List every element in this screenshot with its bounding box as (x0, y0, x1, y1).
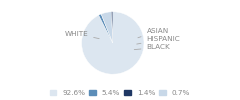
Text: BLACK: BLACK (134, 44, 170, 50)
Wedge shape (111, 12, 113, 43)
Wedge shape (99, 14, 113, 43)
Wedge shape (82, 12, 144, 74)
Text: HISPANIC: HISPANIC (137, 36, 180, 44)
Text: ASIAN: ASIAN (138, 28, 169, 38)
Text: WHITE: WHITE (64, 31, 99, 39)
Wedge shape (101, 12, 113, 43)
Legend: 92.6%, 5.4%, 1.4%, 0.7%: 92.6%, 5.4%, 1.4%, 0.7% (49, 89, 191, 96)
